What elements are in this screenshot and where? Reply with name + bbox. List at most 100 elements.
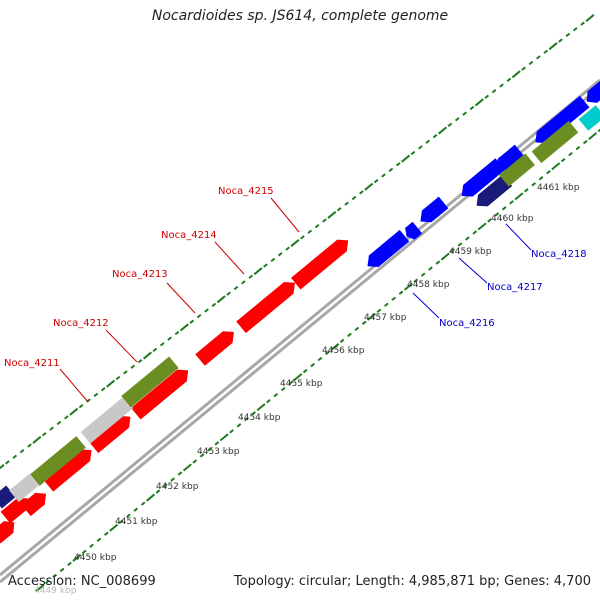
tick-mark — [302, 368, 308, 374]
tick-mark — [229, 429, 234, 434]
tick-mark — [565, 32, 571, 38]
tick-mark — [585, 14, 595, 22]
tick-marks — [0, 14, 600, 592]
tick-mark — [207, 447, 212, 452]
kbp-axis-labels: 4449 kbp 4450 kbp 4451 kbp 4452 kbp 4453 kbp… — [34, 183, 580, 596]
tick-mark — [501, 206, 507, 211]
reverse-gene — [535, 95, 590, 144]
olive-feature-shape — [121, 356, 179, 408]
tick-mark — [167, 336, 172, 341]
tick-mark — [177, 471, 183, 476]
tick-mark — [67, 561, 72, 567]
reverse-gene — [461, 158, 506, 197]
gene-label-leader — [412, 292, 440, 319]
feature-tracks — [0, 80, 600, 544]
tick-mark — [465, 236, 470, 241]
reverse-gene-shape — [405, 221, 423, 240]
tick-mark — [56, 420, 62, 426]
forward-gene-shape — [0, 497, 29, 524]
forward-gene-shape — [291, 239, 349, 290]
grey-feature-shape — [9, 473, 39, 503]
kbp-label: 4452 kbp — [156, 482, 199, 492]
reverse-gene — [586, 80, 600, 103]
gene-label: Noca_4218 — [531, 249, 587, 260]
tick-mark — [253, 267, 263, 276]
tick-mark — [270, 257, 276, 263]
tick-mark — [314, 223, 320, 229]
tick-mark — [32, 435, 42, 444]
tick-mark — [336, 207, 342, 212]
tick-mark — [100, 387, 106, 392]
kbp-label: 4454 kbp — [238, 413, 281, 423]
tick-mark — [381, 173, 386, 178]
kbp-label: 4460 kbp — [491, 214, 534, 224]
tick-mark — [391, 296, 397, 301]
tick-mark — [266, 399, 271, 404]
navy-feature — [476, 174, 513, 207]
tick-mark — [192, 459, 198, 464]
tick-mark — [558, 38, 563, 43]
tick-mark — [69, 407, 79, 416]
tick-mark — [472, 230, 478, 235]
tick-mark — [538, 176, 544, 181]
tick-mark — [511, 70, 521, 79]
tick-mark — [285, 246, 290, 251]
tick-mark — [440, 252, 450, 261]
kbp-label: 4450 kbp — [74, 553, 117, 563]
tick-mark — [196, 313, 202, 319]
gene-label-leader — [505, 223, 532, 251]
kbp-label: 4455 kbp — [280, 379, 323, 389]
tick-mark — [327, 210, 337, 219]
forward-gene-shape — [236, 282, 295, 334]
tick-mark — [523, 188, 529, 193]
tick-mark — [438, 126, 447, 135]
gene-label: Noca_4217 — [487, 282, 543, 293]
tick-mark — [27, 443, 32, 448]
tick-mark — [469, 105, 475, 111]
forward-gene-shape — [21, 492, 47, 517]
tick-mark — [398, 290, 404, 295]
tick-mark — [588, 132, 598, 140]
gene-label-leader — [214, 241, 245, 275]
tick-mark — [89, 543, 94, 548]
forward-gene-shape — [131, 369, 189, 420]
tick-mark — [418, 145, 423, 150]
tick-mark — [435, 260, 441, 265]
tick-mark — [531, 182, 537, 187]
reverse-gene-shape — [461, 158, 506, 197]
grey-feature — [80, 396, 134, 444]
tick-mark — [49, 426, 54, 431]
tick-mark — [580, 21, 585, 26]
kbp-label: 4449 kbp — [34, 586, 77, 596]
tick-mark — [45, 579, 50, 585]
forward-gene — [0, 521, 15, 544]
tick-mark — [322, 218, 327, 223]
tick-mark — [367, 312, 377, 321]
tick-mark — [494, 212, 500, 217]
tick-mark — [280, 386, 286, 392]
reverse-gene-shape — [496, 144, 525, 171]
tick-mark — [146, 493, 156, 502]
tick-mark — [388, 167, 394, 173]
tick-mark — [140, 501, 146, 506]
tick-mark — [137, 358, 143, 364]
tick-mark — [330, 342, 340, 351]
tick-mark — [474, 98, 484, 107]
tick-mark — [575, 145, 581, 151]
tick-mark — [572, 27, 578, 32]
tick-mark — [499, 83, 504, 88]
tick-mark — [248, 274, 254, 279]
tick-mark — [189, 319, 195, 324]
tick-mark — [373, 178, 379, 184]
gene-label-leader — [270, 197, 300, 233]
tick-mark — [454, 117, 460, 122]
tick-mark — [546, 170, 551, 175]
tick-mark — [447, 122, 453, 128]
tick-mark — [243, 417, 249, 422]
tick-mark — [288, 380, 293, 386]
tick-mark — [432, 133, 438, 139]
tick-mark — [551, 162, 561, 171]
forward-gene-shape — [195, 331, 234, 366]
tick-mark — [403, 282, 413, 291]
